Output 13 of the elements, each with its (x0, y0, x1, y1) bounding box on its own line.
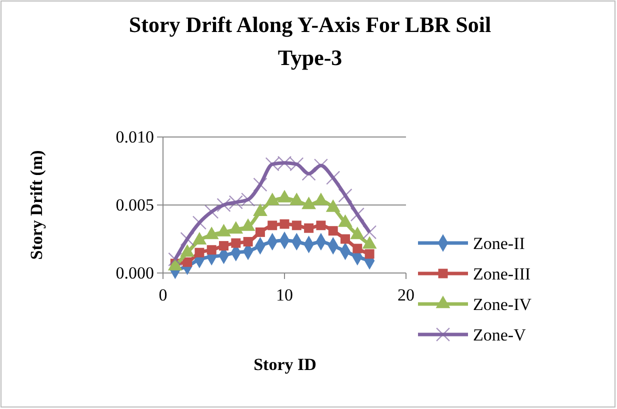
x-axis-title: Story ID (254, 355, 316, 374)
y-axis-title: Story Drift (m) (27, 150, 46, 260)
legend-label: Zone-II (473, 234, 526, 253)
chart-title: Story Drift Along Y-Axis For LBR Soil Type-3 (128, 12, 492, 70)
legend-label: Zone-V (473, 326, 527, 344)
legend-label: Zone-IV (473, 295, 532, 314)
legend-label: Zone-III (473, 264, 531, 284)
y-tick-label: 0.000 (116, 263, 154, 282)
x-tick-label: 0 (158, 286, 168, 305)
x-tick-label: 10 (276, 286, 293, 305)
y-tick-label: 0.010 (116, 127, 154, 146)
y-tick-label: 0.005 (116, 195, 154, 214)
x-tick-label: 20 (398, 286, 414, 305)
